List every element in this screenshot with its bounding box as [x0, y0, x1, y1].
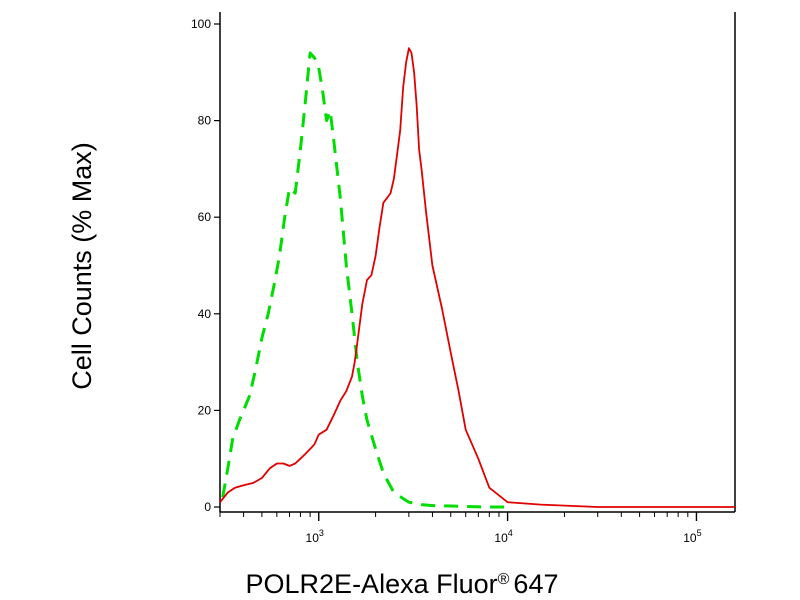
x-tick-label: 104 [494, 528, 512, 545]
y-tick-label: 40 [198, 307, 212, 321]
y-tick-label: 60 [198, 210, 212, 224]
stained-histogram-line [219, 47, 735, 508]
y-tick-label: 20 [198, 403, 212, 417]
y-axis: 0 20 40 60 80 100 [191, 17, 220, 514]
y-tick-label: 100 [191, 17, 211, 31]
x-axis-title-suffix: 647 [513, 569, 558, 599]
control-histogram-line [221, 51, 508, 509]
plot-frame [219, 12, 736, 513]
x-tick-label: 103 [306, 528, 324, 545]
x-tick-label: 105 [683, 528, 701, 545]
y-axis-title: Cell Counts (% Max) [67, 142, 97, 390]
x-axis-title: POLR2E-Alexa Fluor® 647 [246, 569, 559, 599]
x-axis: 103 104 105 [219, 512, 702, 545]
y-tick-label: 80 [198, 114, 212, 128]
series-layer [219, 47, 735, 509]
y-tick-label: 0 [204, 500, 211, 514]
x-axis-title-main: POLR2E-Alexa Fluor [246, 569, 498, 599]
x-axis-title-registered-mark: ® [498, 571, 510, 588]
